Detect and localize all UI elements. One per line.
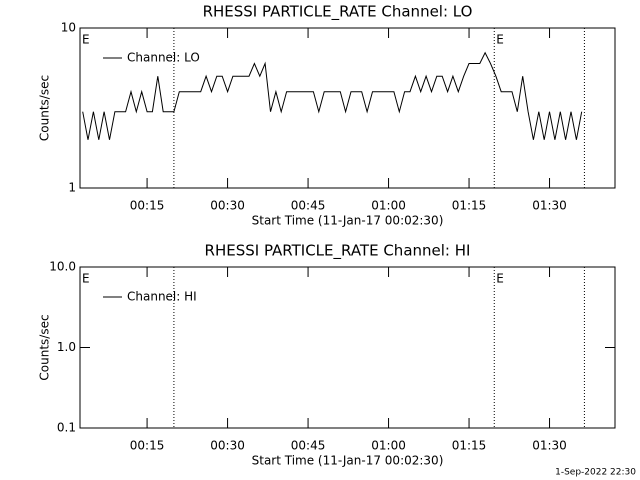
legend-label: Channel: HI [127,290,197,304]
x-axis-label: Start Time (11-Jan-17 00:02:30) [252,214,444,228]
x-tick-label: 00:45 [291,199,326,213]
y-tick-label: 10 [61,21,76,35]
annotation: E [496,272,504,286]
x-tick-label: 01:00 [371,199,406,213]
chart-title: RHESSI PARTICLE_RATE Channel: HI [205,242,471,261]
x-tick-label: 01:30 [532,199,567,213]
x-tick-label: 00:15 [130,439,165,453]
x-tick-label: 01:30 [532,439,567,453]
x-tick-label: 00:30 [210,199,245,213]
x-tick-label: 01:15 [452,439,487,453]
annotation: E [82,272,90,286]
annotation: E [82,33,90,47]
y-axis-label: Counts/sec [38,314,52,380]
x-tick-label: 01:15 [452,199,487,213]
y-tick-label: 10.0 [49,260,76,274]
data-line [82,51,583,140]
x-tick-label: 01:00 [371,439,406,453]
y-tick-label: 0.1 [57,421,76,435]
x-tick-label: 00:30 [210,439,245,453]
x-axis-label: Start Time (11-Jan-17 00:02:30) [252,454,444,468]
y-tick-label: 1.0 [57,340,76,354]
footer: 1-Sep-2022 22:30 [555,468,636,478]
annotation: E [496,33,504,47]
y-axis-label: Counts/sec [38,75,52,141]
plot-frame [79,27,616,189]
legend-label: Channel: LO [127,51,200,65]
chart-title: RHESSI PARTICLE_RATE Channel: LO [203,3,473,22]
x-tick-label: 00:45 [291,439,326,453]
x-tick-label: 00:15 [130,199,165,213]
y-tick-label: 1 [68,181,76,195]
